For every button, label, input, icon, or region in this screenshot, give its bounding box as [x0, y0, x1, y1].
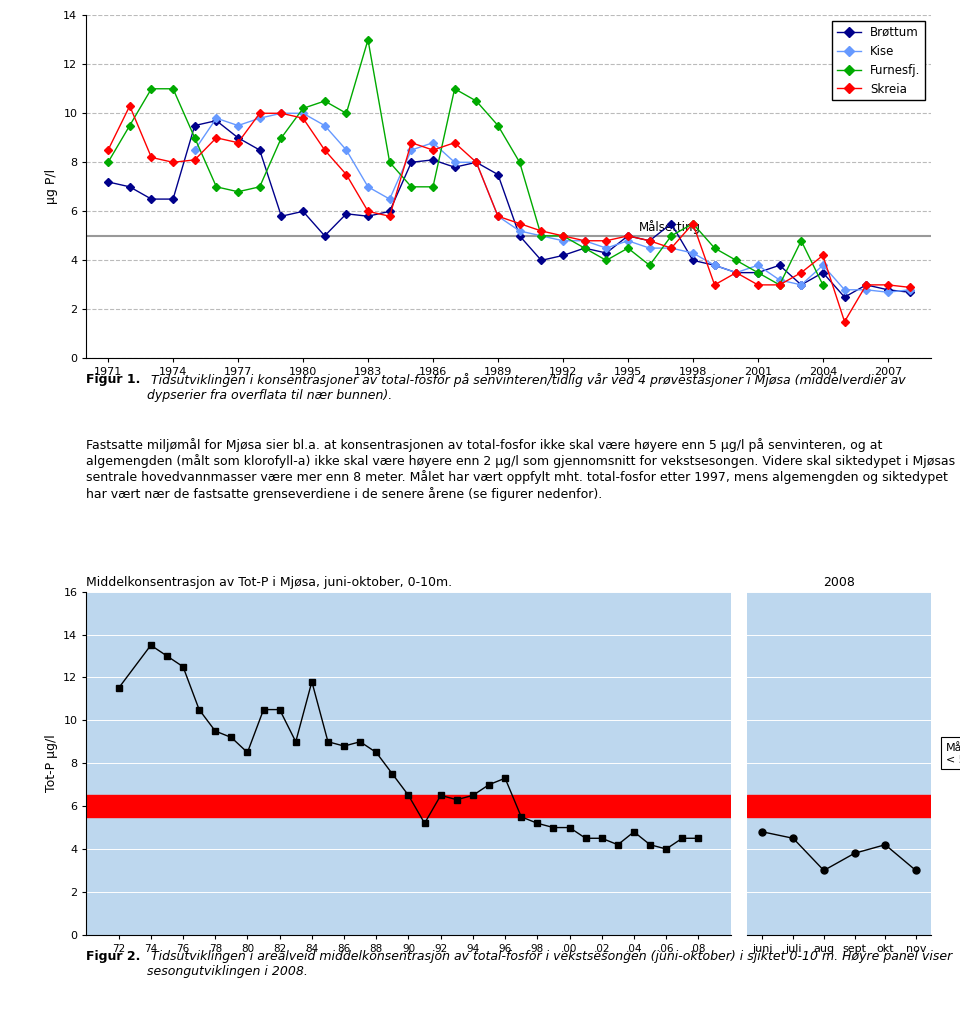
Text: Figur 1.: Figur 1. — [86, 374, 141, 387]
Y-axis label: Tot-P µg/l: Tot-P µg/l — [45, 734, 58, 792]
Legend: Brøttum, Kise, Furnesfj., Skreia: Brøttum, Kise, Furnesfj., Skreia — [832, 21, 925, 100]
Bar — [747, 796, 931, 817]
Text: Figur 2.: Figur 2. — [86, 950, 141, 962]
Text: Fastsatte miljømål for Mjøsa sier bl.a. at konsentrasjonen av total-fosfor ikke : Fastsatte miljømål for Mjøsa sier bl.a. … — [86, 438, 955, 500]
Text: Tidsutviklingen i arealveid middelkonsentrasjon av total-fosfor i vekstsesongen : Tidsutviklingen i arealveid middelkonsen… — [147, 950, 952, 977]
Text: Målsetting
< 5,5-6,5: Målsetting < 5,5-6,5 — [946, 741, 960, 764]
Text: Målsetting: Målsetting — [638, 220, 701, 233]
Y-axis label: µg P/l: µg P/l — [45, 170, 58, 204]
Title: 2008: 2008 — [824, 577, 855, 589]
Text: Tidsutviklingen i konsentrasjoner av total-fosfor på senvinteren/tidlig vår ved : Tidsutviklingen i konsentrasjoner av tot… — [147, 374, 906, 402]
Text: Middelkonsentrasjon av Tot-P i Mjøsa, juni-oktober, 0-10m.: Middelkonsentrasjon av Tot-P i Mjøsa, ju… — [86, 577, 452, 589]
Bar — [86, 796, 731, 817]
